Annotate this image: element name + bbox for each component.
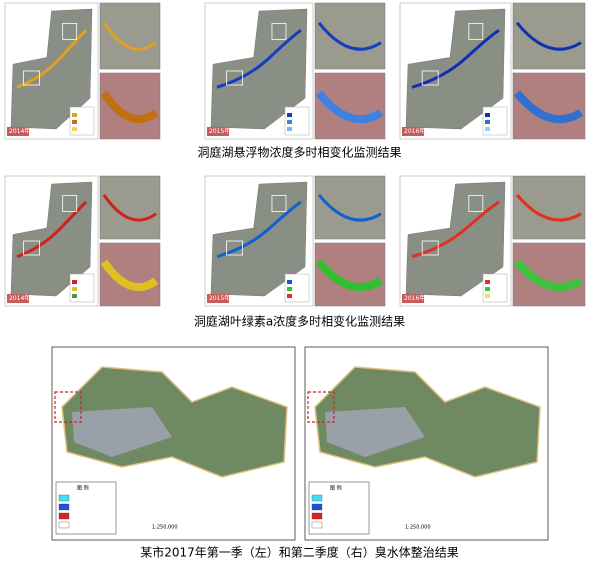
zoom-box (468, 195, 484, 212)
legend-swatch (311, 512, 323, 520)
caption: 某市2017年第一季（左）和第二季度（右）臭水体整治结果 (140, 545, 459, 560)
legend-swatch (485, 287, 490, 291)
inset-map (512, 2, 586, 70)
year-label: 2015年 (209, 127, 230, 135)
legend-swatch (72, 287, 77, 291)
legend-swatch (311, 503, 323, 511)
legend-swatch (485, 120, 490, 124)
legend-title: 图 例 (77, 485, 89, 492)
inset-map (314, 175, 386, 240)
water (216, 200, 302, 259)
inset-water (515, 21, 582, 51)
legend-swatch (287, 280, 292, 284)
caption: 洞庭湖叶绿素a浓度多时相变化监测结果 (194, 314, 405, 329)
year-label: 2014年 (9, 294, 30, 302)
water (411, 200, 500, 259)
highlight-box (54, 391, 82, 423)
legend-swatch (287, 120, 292, 124)
zoom-box (271, 195, 287, 212)
legend-swatch (287, 294, 292, 298)
year-badge (7, 127, 29, 136)
year-badge (207, 127, 229, 136)
legend-swatch (72, 127, 77, 131)
urban (72, 407, 172, 457)
zoom-box (421, 240, 439, 256)
legend-swatch (311, 521, 323, 529)
inset-water (102, 21, 157, 51)
scale: 1:250,000 (152, 525, 178, 531)
year-label: 2014年 (9, 127, 30, 135)
legend-swatch (72, 120, 77, 124)
legend-swatch (485, 280, 490, 284)
zoom-box (62, 22, 78, 40)
legend-swatch (58, 494, 70, 502)
legend-swatch (287, 287, 292, 291)
year-badge (402, 127, 424, 136)
inset-map (99, 175, 161, 240)
legend-swatch (287, 113, 292, 117)
legend-swatch (311, 494, 323, 502)
inset-water (317, 193, 382, 222)
legend-swatch (287, 127, 292, 131)
inset-water (513, 259, 584, 292)
inset-water (315, 259, 384, 292)
water (16, 200, 88, 259)
legend-swatch (58, 521, 70, 529)
inset-water (513, 90, 584, 124)
zoom-box (23, 70, 41, 86)
caption: 洞庭湖悬浮物浓度多时相变化监测结果 (197, 145, 401, 160)
legend-swatch (72, 113, 77, 117)
water (16, 29, 88, 89)
highlight-box (307, 391, 335, 423)
legend-swatch (72, 280, 77, 284)
urban (325, 407, 425, 457)
zoom-box (23, 240, 41, 256)
inset-water (100, 259, 159, 292)
inset-water (317, 21, 382, 51)
inset-water (515, 193, 582, 222)
inset-map (512, 175, 586, 240)
water (411, 28, 500, 89)
year-badge (402, 294, 424, 303)
inset-map (314, 2, 386, 70)
zoom-box (271, 22, 287, 40)
zoom-box (226, 240, 244, 256)
year-badge (7, 294, 29, 303)
legend-swatch (58, 512, 70, 520)
legend-swatch (485, 113, 490, 117)
year-label: 2016年 (404, 294, 425, 302)
water (216, 28, 302, 89)
year-label: 2015年 (209, 294, 230, 302)
legend-swatch (58, 503, 70, 511)
legend-title: 图 例 (330, 485, 342, 492)
inset-water (100, 90, 159, 124)
inset-water (102, 194, 157, 222)
zoom-box (468, 22, 484, 40)
zoom-box (421, 70, 439, 86)
legend-swatch (485, 127, 490, 131)
scale: 1:250,000 (405, 525, 431, 531)
inset-water (315, 90, 384, 124)
year-label: 2016年 (404, 127, 425, 135)
legend-swatch (485, 294, 490, 298)
inset-map (99, 2, 161, 70)
legend-swatch (72, 294, 77, 298)
year-badge (207, 294, 229, 303)
zoom-box (62, 195, 78, 212)
zoom-box (226, 70, 244, 86)
